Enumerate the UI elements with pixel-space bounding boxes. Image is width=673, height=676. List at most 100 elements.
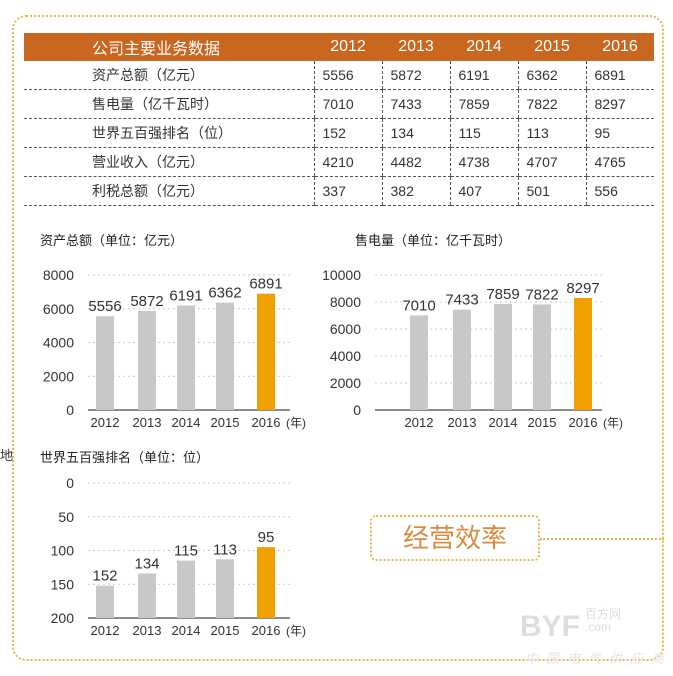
data-label: 7822 bbox=[525, 286, 558, 303]
data-label: 5556 bbox=[88, 298, 121, 315]
y-tick-label: 100 bbox=[51, 543, 75, 559]
watermark-logo: BYF bbox=[520, 610, 580, 643]
table-row: 利税总额（亿元） 337 382 407 501 556 bbox=[24, 176, 654, 206]
data-label: 6891 bbox=[249, 276, 282, 293]
chart-title: 资产总额（单位：亿元） bbox=[40, 233, 183, 248]
table-row: 资产总额（亿元） 5556 5872 6191 6362 6891 bbox=[24, 61, 654, 90]
y-tick-label: 0 bbox=[353, 402, 361, 418]
y-tick-label: 8000 bbox=[330, 294, 361, 310]
table-cell: 113 bbox=[517, 118, 586, 148]
x-unit-label: (年) bbox=[286, 416, 306, 430]
y-tick-label: 2000 bbox=[330, 375, 361, 391]
x-tick-label: 2013 bbox=[133, 415, 162, 430]
table-cell: 501 bbox=[517, 176, 586, 206]
table-cell: 134 bbox=[381, 118, 450, 148]
bar bbox=[96, 585, 114, 618]
bar bbox=[216, 302, 234, 410]
table-cell: 95 bbox=[585, 118, 654, 148]
y-tick-label: 8000 bbox=[43, 267, 74, 283]
table-header-year: 2016 bbox=[586, 33, 654, 61]
bar bbox=[574, 297, 592, 410]
bar bbox=[138, 573, 156, 618]
x-tick-label: 2012 bbox=[91, 415, 120, 430]
watermark-cn: 百方网 bbox=[585, 607, 622, 621]
x-tick-label: 2013 bbox=[448, 415, 477, 430]
y-tick-label: 150 bbox=[51, 576, 75, 592]
bar bbox=[257, 293, 275, 410]
x-tick-label: 2012 bbox=[405, 415, 434, 430]
table-header-year: 2013 bbox=[382, 33, 450, 61]
stray-text: 地 bbox=[0, 448, 14, 463]
table-cell: 556 bbox=[585, 176, 654, 206]
bar bbox=[96, 316, 114, 410]
x-tick-label: 2015 bbox=[211, 623, 240, 638]
watermark-dotcom: .com bbox=[585, 620, 612, 634]
table-cell: 4482 bbox=[381, 147, 450, 177]
y-tick-label: 200 bbox=[51, 610, 75, 626]
table-cell: 7433 bbox=[381, 89, 450, 119]
table-cell: 4210 bbox=[313, 147, 382, 177]
table-cell: 152 bbox=[313, 118, 382, 148]
y-tick-label: 2000 bbox=[43, 368, 74, 384]
x-tick-label: 2013 bbox=[133, 623, 162, 638]
table-cell: 407 bbox=[449, 176, 518, 206]
table-cell: 6362 bbox=[517, 61, 586, 90]
y-tick-label: 50 bbox=[58, 509, 74, 525]
table-cell: 382 bbox=[381, 176, 450, 206]
table-cell: 6191 bbox=[449, 61, 518, 90]
table-header-year: 2015 bbox=[518, 33, 586, 61]
data-label: 95 bbox=[258, 529, 275, 546]
table-header-title: 公司主要业务数据 bbox=[24, 33, 314, 61]
bar bbox=[453, 309, 471, 410]
outer-frame bbox=[12, 15, 664, 661]
table-cell: 4707 bbox=[517, 147, 586, 177]
table-cell: 337 bbox=[313, 176, 382, 206]
data-label: 6362 bbox=[208, 285, 241, 302]
bar bbox=[494, 303, 512, 410]
x-tick-label: 2015 bbox=[211, 415, 240, 430]
table-row: 营业收入（亿元） 4210 4482 4738 4707 4765 bbox=[24, 147, 654, 177]
table-cell: 7859 bbox=[449, 89, 518, 119]
y-tick-label: 0 bbox=[66, 475, 74, 491]
y-tick-label: 10000 bbox=[322, 267, 361, 283]
bar bbox=[138, 310, 156, 410]
table-row: 世界五百强排名（位） 152 134 115 113 95 bbox=[24, 118, 654, 148]
watermark-text: 百方网 .com bbox=[585, 608, 621, 634]
watermark-slogan: 中国电气供应商 bbox=[525, 651, 673, 666]
x-tick-label: 2016 bbox=[569, 415, 598, 430]
row-label: 售电量（亿千瓦时） bbox=[24, 89, 314, 119]
x-tick-label: 2012 bbox=[91, 623, 120, 638]
table-header-year: 2014 bbox=[450, 33, 518, 61]
business-data-table: 公司主要业务数据 2012 2013 2014 2015 2016 资产总额（亿元） 55… bbox=[24, 33, 654, 206]
data-label: 134 bbox=[134, 555, 159, 572]
table-header-year: 2012 bbox=[314, 33, 382, 61]
table-row: 售电量（亿千瓦时） 7010 7433 7859 7822 8297 bbox=[24, 89, 654, 119]
bar bbox=[533, 304, 551, 410]
y-tick-label: 6000 bbox=[43, 301, 74, 317]
y-tick-label: 4000 bbox=[330, 348, 361, 364]
x-unit-label: (年) bbox=[603, 416, 623, 430]
row-label: 世界五百强排名（位） bbox=[24, 118, 314, 148]
section-badge: 经营效率 bbox=[370, 515, 540, 561]
row-label: 资产总额（亿元） bbox=[24, 61, 314, 90]
data-label: 7010 bbox=[402, 297, 435, 314]
data-label: 113 bbox=[213, 541, 237, 558]
x-tick-label: 2014 bbox=[489, 415, 518, 430]
bar bbox=[410, 315, 428, 410]
bar bbox=[216, 559, 234, 618]
row-label: 利税总额（亿元） bbox=[24, 176, 314, 206]
table-cell: 4738 bbox=[449, 147, 518, 177]
chart-title: 世界五百强排名（单位：位） bbox=[40, 450, 209, 465]
x-tick-label: 2016 bbox=[252, 415, 281, 430]
table-cell: 5872 bbox=[381, 61, 450, 90]
data-label: 6191 bbox=[169, 288, 202, 305]
data-label: 115 bbox=[174, 543, 198, 560]
table-cell: 115 bbox=[449, 118, 518, 148]
table-cell: 4765 bbox=[585, 147, 654, 177]
y-tick-label: 4000 bbox=[43, 335, 74, 351]
data-label: 8297 bbox=[566, 280, 599, 297]
table-cell: 8297 bbox=[585, 89, 654, 119]
data-label: 7433 bbox=[445, 292, 478, 309]
bar bbox=[257, 547, 275, 618]
